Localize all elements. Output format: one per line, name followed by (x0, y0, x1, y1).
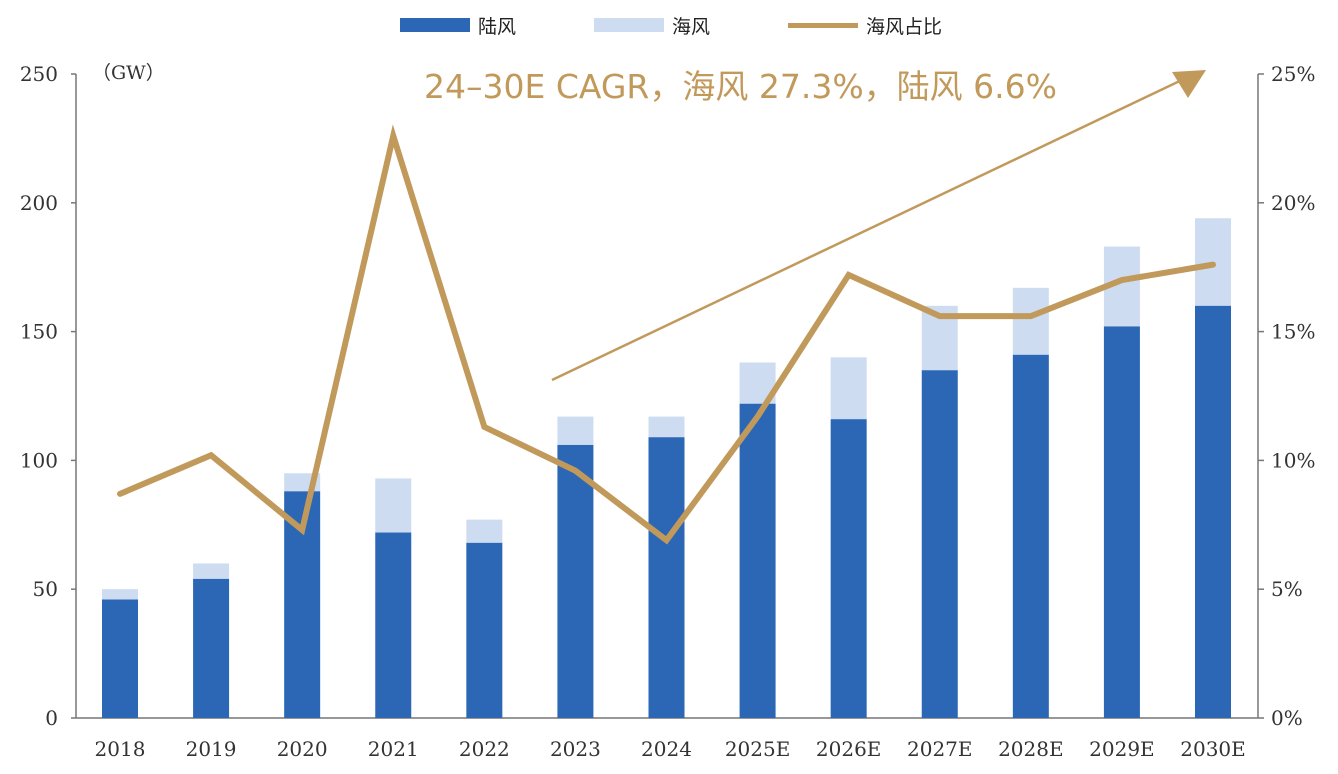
right-tick-label: 20% (1271, 191, 1315, 215)
share-line-point (119, 492, 121, 495)
right-tick-label: 25% (1271, 62, 1315, 86)
trend-arrow (551, 70, 1206, 382)
bar-offshore (375, 478, 412, 533)
cagr-annotation: 24–30E CAGR，海风 27.3%，陆风 6.6% (424, 67, 1058, 106)
bar-offshore (557, 416, 594, 445)
right-tick-label: 5% (1271, 577, 1303, 601)
legend-item-onshore: 陆风 (400, 10, 516, 40)
chart-bars (102, 218, 1231, 718)
x-tick-label: 2025E (725, 737, 791, 761)
share-line-point (665, 539, 668, 542)
left-tick-label: 100 (20, 448, 58, 472)
bar-offshore (102, 589, 138, 600)
left-tick-label: 0 (45, 706, 58, 730)
x-tick-label: 2019 (186, 737, 237, 761)
x-tick-label: 2024 (641, 737, 692, 761)
share-line-point (392, 134, 395, 137)
bar-onshore (830, 419, 867, 718)
share-line-point (483, 425, 486, 428)
bar-offshore (466, 519, 503, 543)
x-tick-label: 2030E (1180, 737, 1246, 761)
x-tick-label: 2027E (907, 737, 973, 761)
left-tick-label: 250 (20, 62, 58, 86)
x-tick-label: 2018 (95, 737, 146, 761)
x-tick-label: 2023 (550, 737, 601, 761)
left-tick-label: 50 (33, 577, 58, 601)
share-line (117, 124, 1216, 545)
legend-swatch-onshore (400, 18, 470, 32)
bar-onshore (739, 403, 776, 718)
bar-onshore (648, 437, 685, 718)
chart-axes (71, 73, 1264, 719)
x-tick-label: 2028E (998, 737, 1064, 761)
share-line-point (938, 315, 941, 318)
x-tick-label: 2029E (1089, 737, 1155, 761)
legend-label-offshore: 海风 (672, 15, 711, 38)
bar-onshore (193, 578, 230, 718)
x-tick-label: 2020 (277, 737, 328, 761)
bar-offshore (830, 357, 867, 420)
legend-item-offshore: 海风 (594, 10, 710, 40)
legend-swatch-offshore (594, 18, 664, 32)
share-line-point (210, 454, 213, 457)
share-line-point (574, 469, 577, 472)
x-tick-label: 2026E (816, 737, 882, 761)
right-tick-label: 0% (1271, 706, 1303, 730)
right-tick-label: 15% (1271, 320, 1315, 344)
bar-offshore (648, 416, 685, 438)
left-tick-label: 150 (20, 320, 58, 344)
share-line-point (756, 415, 759, 418)
bar-onshore (1195, 305, 1231, 718)
bar-onshore (375, 532, 412, 718)
right-tick-label: 10% (1271, 448, 1315, 472)
share-line-point (1212, 263, 1214, 266)
bar-onshore (1103, 326, 1140, 718)
x-tick-label: 2022 (459, 737, 510, 761)
share-line-point (1120, 279, 1123, 282)
bar-onshore (466, 542, 503, 718)
bar-onshore (1012, 354, 1049, 718)
trend-arrow-head (1172, 70, 1206, 98)
share-line-point (1029, 315, 1032, 318)
share-line-point (847, 273, 850, 276)
legend-label-onshore: 陆风 (478, 15, 517, 38)
x-tick-label: 2021 (368, 737, 419, 761)
bar-onshore (557, 444, 594, 718)
share-line-point (301, 528, 304, 531)
left-axis-unit: （GW） (92, 62, 165, 84)
left-tick-label: 200 (20, 191, 58, 215)
legend-swatch-share (788, 22, 858, 28)
trend-arrow-shaft (551, 76, 1187, 382)
bar-onshore (102, 599, 138, 718)
chart-legend: 陆风 海风 海风占比 (0, 10, 1338, 40)
legend-item-share: 海风占比 (788, 10, 942, 40)
bar-offshore (193, 563, 230, 579)
bar-onshore (921, 370, 958, 718)
legend-label-share: 海风占比 (866, 15, 943, 38)
bar-offshore (1012, 287, 1049, 355)
chart-labels: 0 50 100 150 200 250 0% 5% 10% 15% 20% 25% 2018 2019 2… (20, 62, 1316, 761)
